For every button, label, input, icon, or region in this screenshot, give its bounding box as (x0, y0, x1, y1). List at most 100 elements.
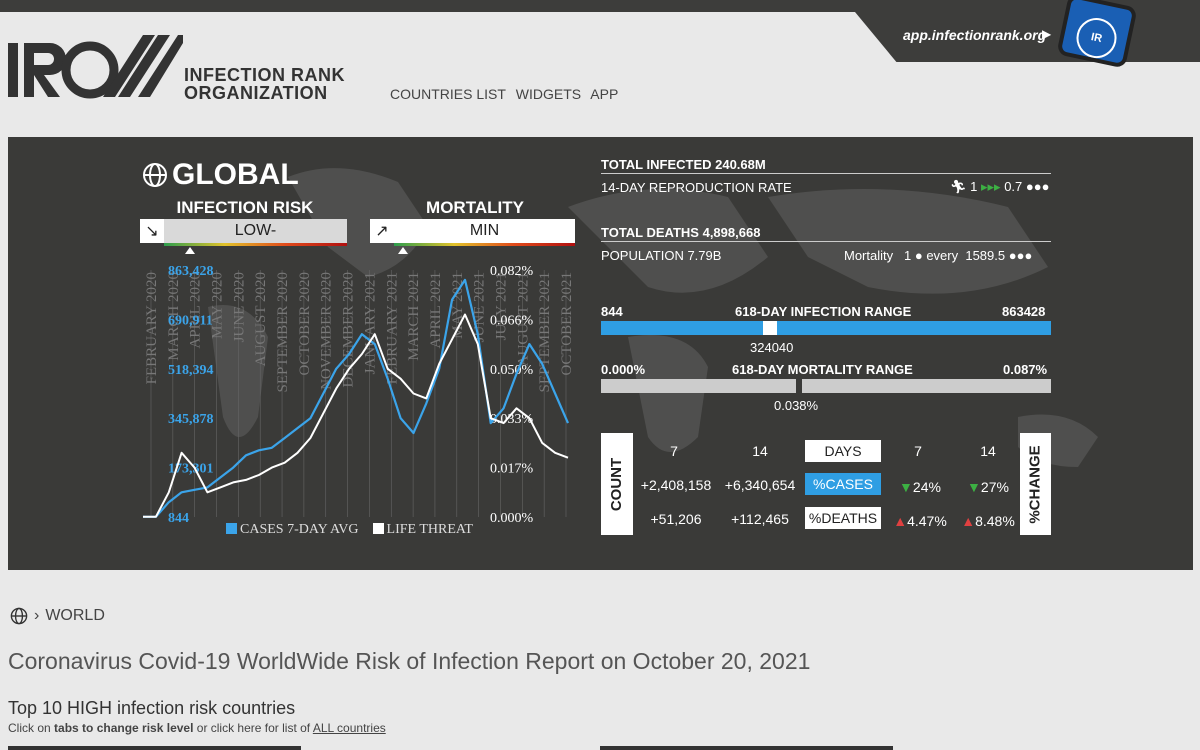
divider (601, 173, 1051, 174)
x-tick-label: NOVEMBER 2020 (319, 272, 335, 390)
col-header-14: 14 (752, 443, 768, 459)
page-title: Coronavirus Covid-19 WorldWide Risk of I… (8, 648, 811, 674)
risk-tab-line (600, 746, 893, 750)
mortality-marker (398, 247, 409, 254)
chevron-right-icon[interactable]: ▶ (1042, 27, 1052, 41)
nav-app[interactable]: APP (590, 86, 619, 102)
infection-risk-heading: INFECTION RISK (176, 198, 314, 217)
population: POPULATION 7.79B (601, 248, 722, 263)
cases-tab[interactable]: %CASES (805, 473, 881, 495)
mortality-value: MIN (394, 219, 575, 243)
app-banner[interactable] (855, 12, 1200, 62)
arrow-up-right-icon: ↗ (375, 223, 389, 240)
infection-range-min: 844 (601, 304, 623, 319)
y-right-tick-label: 0.033% (490, 412, 534, 427)
col-header-7: 7 (670, 443, 678, 459)
x-tick-label: AUGUST 2020 (253, 272, 269, 366)
infection-risk-scale (164, 243, 347, 246)
total-infected: TOTAL INFECTED 240.68M (601, 157, 766, 172)
infection-risk-marker (184, 247, 195, 254)
person-icon: 🏃︎ (950, 179, 967, 194)
globe-icon[interactable] (10, 607, 28, 625)
all-countries-link[interactable]: ALL countries (312, 721, 386, 735)
mortality-range-title: 618-DAY MORTALITY RANGE (732, 362, 913, 377)
x-tick-label: JULY 2021 (493, 272, 509, 340)
x-tick-label: SEPTEMBER 2021 (537, 272, 553, 392)
col-header-7b: 7 (914, 443, 922, 459)
y-left-tick-label: 863,428 (168, 264, 214, 279)
legend-cases: CASES 7-DAY AVG (226, 522, 359, 538)
y-left-tick-label: 844 (168, 511, 189, 522)
chevron-right-icon: › (34, 607, 40, 624)
x-tick-label: SEPTEMBER 2020 (275, 272, 291, 392)
mortality-rate: Mortality 1 ● every 1589.5 ●●● (844, 248, 1033, 263)
y-left-tick-label: 345,878 (168, 412, 214, 427)
app-link[interactable]: app.infectionrank.org (903, 27, 1047, 43)
deaths-14-day: +112,465 (731, 511, 789, 527)
y-right-tick-label: 0.050% (490, 363, 534, 378)
days-tab[interactable]: DAYS (805, 440, 881, 462)
series-life-threat-line (143, 313, 569, 518)
x-tick-label: MARCH 2021 (406, 272, 422, 361)
y-left-tick-label: 518,394 (168, 363, 214, 378)
x-tick-label: MARCH 2020 (166, 272, 182, 361)
deaths-change-7: ▲4.47% (893, 513, 947, 529)
infection-range-knob (762, 321, 777, 335)
nav-countries-list[interactable]: COUNTRIES LIST (390, 86, 506, 102)
mortality-range-knob (796, 379, 802, 393)
phone-badge: IR (1072, 14, 1121, 62)
x-tick-label: JUNE 2020 (231, 272, 247, 342)
repro-rate-values: 🏃︎ 1 ▸▸▸ 0.7 ●●● (950, 179, 1050, 194)
arrow-down-icon: ▼ (899, 479, 913, 495)
divider (601, 241, 1051, 242)
x-tick-label: OCTOBER 2020 (297, 272, 313, 375)
person-icon: ● (914, 248, 923, 263)
breadcrumb-world[interactable]: WORLD (45, 607, 105, 624)
series-cases-line (143, 278, 570, 518)
legend-life-threat: LIFE THREAT (372, 522, 473, 538)
x-tick-label: APRIL 2020 (188, 272, 204, 349)
deaths-change-14: ▲8.48% (961, 513, 1015, 529)
cases-14-day: +6,340,654 (724, 477, 796, 493)
change-label: %CHANGE (1020, 433, 1051, 535)
infection-range-current: 324040 (750, 340, 794, 355)
main-nav: COUNTRIES LIST WIDGETS APP (390, 86, 624, 102)
deaths-tab[interactable]: %DEATHS (805, 507, 881, 529)
people-icon: ●●● (1025, 179, 1050, 194)
infection-risk-tab[interactable]: ↘ LOW- (140, 219, 347, 243)
y-left-tick-label: 690,911 (168, 313, 213, 328)
mortality-range-bar (601, 379, 1051, 393)
nav-widgets[interactable]: WIDGETS (515, 86, 582, 102)
x-tick-label: OCTOBER 2021 (559, 272, 575, 375)
mortality-tab[interactable]: ↗ MIN (370, 219, 575, 243)
y-right-tick-label: 0.082% (490, 264, 534, 279)
col-header-14b: 14 (980, 443, 996, 459)
x-tick-label: FEBRUARY 2020 (144, 272, 160, 384)
mortality-scale (394, 243, 575, 246)
cases-7-day: +2,408,158 (640, 477, 712, 493)
top-bar (0, 0, 1200, 12)
y-left-tick-label: 173,301 (168, 462, 214, 477)
x-tick-label: JANUARY 2021 (362, 272, 378, 374)
x-tick-label: APRIL 2021 (428, 272, 444, 349)
x-tick-label: MAY 2020 (210, 272, 226, 339)
chart-legend: CASES 7-DAY AVG LIFE THREAT (226, 522, 473, 538)
global-panel: GLOBAL INFECTION RISK ↘ LOW- MORTALITY ↗… (8, 137, 1193, 570)
org-name: INFECTION RANK ORGANIZATION (184, 65, 345, 103)
mortality-range-min: 0.000% (601, 362, 646, 377)
iro-logo[interactable] (8, 33, 183, 101)
infection-range-max: 863428 (1002, 304, 1046, 319)
section-title: Top 10 HIGH infection risk countries (8, 698, 296, 718)
x-tick-label: AUGUST 2021 (515, 272, 531, 366)
legend-cases-swatch (226, 523, 237, 534)
globe-icon (143, 163, 167, 187)
global-trend-chart: FEBRUARY 2020 MARCH 2020 APRIL 2020 MAY 202… (143, 264, 575, 522)
arrows-right-icon: ▸▸▸ (981, 179, 1001, 194)
people-icon: ●●● (1008, 248, 1033, 263)
y-right-tick-label: 0.017% (490, 462, 534, 477)
infection-range-title: 618-DAY INFECTION RANGE (735, 304, 912, 319)
mortality-range-max: 0.087% (1003, 362, 1048, 377)
infection-risk-value: LOW- (164, 219, 347, 243)
count-label: COUNT (601, 433, 633, 535)
mortality-heading: MORTALITY (426, 198, 524, 217)
